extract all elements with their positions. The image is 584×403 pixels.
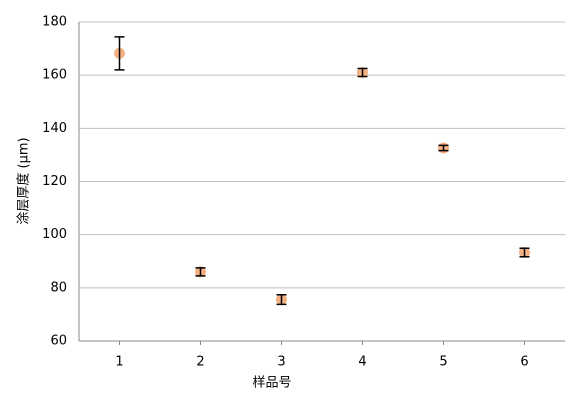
- error-bar: [114, 36, 125, 71]
- error-bar: [276, 293, 287, 306]
- y-tick-label: 100: [42, 227, 67, 242]
- x-tick-label: 6: [520, 355, 528, 370]
- y-tick-label: 60: [50, 334, 67, 349]
- x-tick-label: 4: [358, 355, 366, 370]
- x-tick-label: 3: [277, 355, 285, 370]
- x-tick-label: 1: [115, 355, 123, 370]
- y-tick-label: 160: [42, 68, 67, 83]
- x-tick-label: 5: [439, 355, 447, 370]
- error-bar: [357, 67, 368, 78]
- y-tick-label: 80: [50, 280, 67, 295]
- error-bar: [195, 267, 206, 277]
- y-tick-label: 140: [42, 121, 67, 136]
- error-bar: [519, 247, 530, 258]
- y-tick-label: 180: [42, 15, 67, 30]
- x-axis-label: 样品号: [252, 376, 291, 391]
- y-tick-label: 120: [42, 174, 67, 189]
- x-tick-label: 2: [196, 355, 204, 370]
- y-axis-label: 涂层厚度 (μm): [16, 137, 32, 224]
- error-bar: [438, 144, 449, 152]
